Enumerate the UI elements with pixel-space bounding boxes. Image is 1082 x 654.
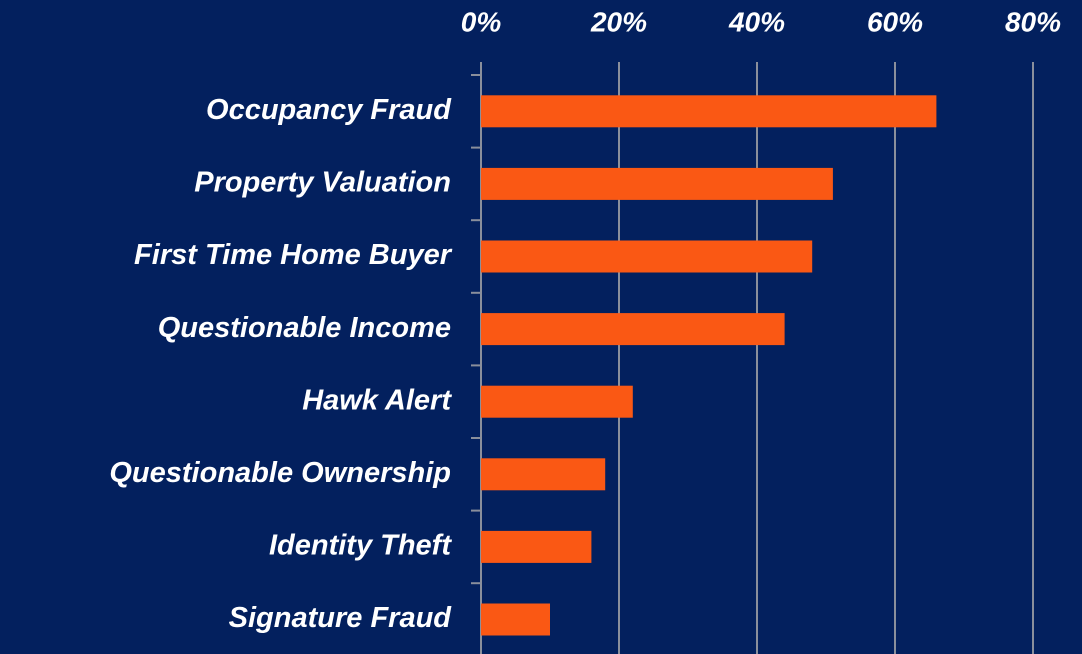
x-tick-label: 0%: [461, 6, 502, 37]
bar: [481, 313, 785, 346]
bar: [481, 603, 550, 636]
y-tick-label: First Time Home Buyer: [134, 239, 453, 271]
bar: [481, 95, 937, 128]
bar: [481, 530, 592, 563]
y-tick-label: Questionable Ownership: [109, 457, 451, 489]
y-tick-label: Questionable Income: [158, 312, 451, 344]
bar: [481, 167, 833, 200]
y-tick-label: Occupancy Fraud: [206, 94, 452, 126]
y-tick-label: Identity Theft: [269, 530, 452, 562]
y-tick-label: Hawk Alert: [302, 384, 452, 416]
y-tick-label: Signature Fraud: [229, 602, 453, 634]
x-tick-label: 20%: [590, 6, 647, 37]
x-tick-label: 40%: [728, 6, 785, 37]
bar: [481, 458, 606, 491]
bar: [481, 385, 633, 418]
y-tick-label: Property Valuation: [194, 167, 451, 199]
x-tick-label: 80%: [1005, 6, 1061, 37]
bar: [481, 240, 813, 273]
x-tick-label: 60%: [867, 6, 923, 37]
